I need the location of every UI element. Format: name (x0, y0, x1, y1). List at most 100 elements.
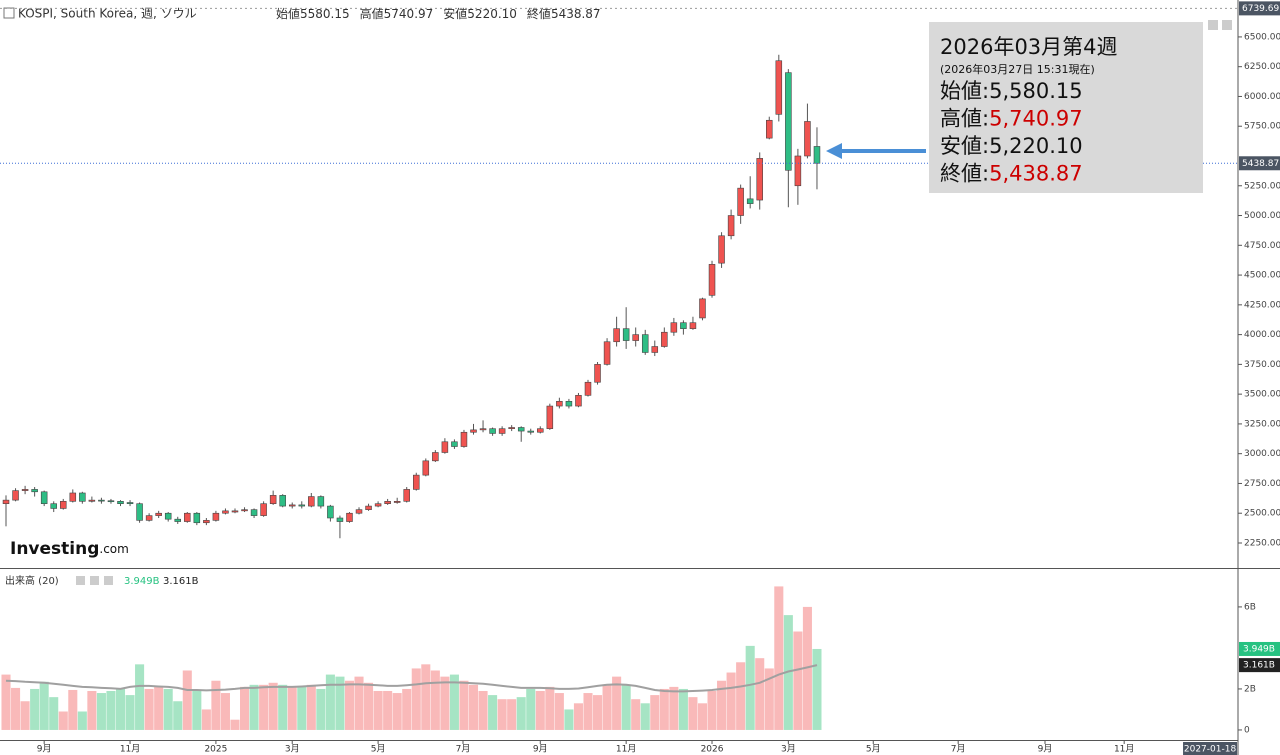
candle-body (575, 395, 582, 407)
candle-body (641, 334, 649, 353)
candle-body (31, 489, 38, 493)
volume-bar (631, 699, 641, 730)
candle-body (164, 512, 172, 520)
volume-bar (745, 645, 755, 730)
y-tick-label: 6B (1244, 602, 1256, 612)
volume-bar (545, 686, 555, 730)
volume-bar (659, 688, 669, 730)
volume-bar (287, 686, 297, 730)
candle-body (661, 331, 668, 347)
volume-bar (621, 684, 631, 730)
x-tick-label: 11月 (1114, 744, 1134, 755)
logo: Investing.com (10, 539, 129, 559)
volume-bar (583, 693, 593, 730)
y-tick-label: 4750.00 (1244, 241, 1280, 251)
volume-bar (125, 695, 135, 730)
x-tick-label: 2025 (204, 745, 227, 755)
x-tick-label: 7月 (951, 744, 966, 755)
volume-bar (650, 695, 660, 730)
volume-bar (593, 695, 603, 730)
candle-body (193, 512, 201, 524)
candle-body (556, 400, 563, 407)
pane-icon[interactable] (1222, 20, 1232, 30)
volume-bar (77, 711, 87, 730)
volume-bar (764, 668, 774, 730)
volume-bar (39, 681, 49, 730)
candle-body (813, 146, 821, 164)
candle-body (470, 429, 477, 433)
volume-bar (573, 703, 583, 730)
last-price-label: 5438.87 (1242, 159, 1279, 169)
candle-body (794, 155, 802, 187)
volume-bar (564, 709, 574, 730)
x-tick-label: 11月 (120, 744, 140, 755)
candle-body (517, 427, 525, 432)
info-value: 5,580.15 (989, 79, 1083, 103)
candle-body (260, 503, 267, 516)
candle-body (98, 499, 105, 502)
crosshair-x-box (1183, 742, 1238, 755)
volume-value-box (1239, 641, 1280, 656)
x-tick-label: 11月 (616, 744, 636, 755)
x-tick-label: 5月 (866, 744, 881, 755)
volume-bar (173, 701, 183, 730)
volume-bar (239, 686, 250, 730)
candle-body (441, 441, 449, 453)
candle-body (689, 322, 697, 329)
y-tick-label: 2250.00 (1244, 538, 1280, 548)
candle-body (413, 474, 420, 490)
volume-bar (192, 690, 202, 730)
info-box (929, 22, 1203, 193)
volume-bar (144, 688, 154, 730)
candle-body (594, 364, 601, 383)
last-price-box (1239, 156, 1280, 171)
ohlc-label: 高値 (360, 6, 384, 21)
candle-body (537, 428, 544, 433)
candle-body (393, 501, 401, 503)
volume-bar (497, 699, 507, 730)
volume-bar (488, 695, 498, 730)
candle-body (250, 509, 258, 516)
candle-body (21, 489, 29, 491)
x-tick-label: 9月 (533, 744, 548, 755)
volume-bar (11, 687, 21, 730)
candle-body (804, 121, 811, 157)
volume-bar (335, 676, 345, 730)
candle-body (88, 499, 96, 502)
volume-bar (602, 684, 612, 730)
volume-bar (154, 686, 164, 730)
volume-icon[interactable] (76, 576, 85, 585)
y-tick-label: 3000.00 (1244, 449, 1280, 459)
candle-body (12, 490, 19, 501)
volume-bar (306, 684, 316, 730)
candle-body (708, 264, 716, 296)
volume-bar (736, 662, 746, 730)
ohlc-value: 5580.15 (300, 7, 350, 21)
collapse-icon[interactable] (3, 7, 15, 19)
volume-bar (259, 684, 269, 730)
volume-icon[interactable] (90, 576, 99, 585)
ohlc-value: 5740.97 (384, 7, 434, 21)
candle-body (498, 428, 506, 434)
info-row: 安値:5,220.10 (940, 134, 1083, 158)
header-ohlc: 始値5580.15 高値5740.97 安値5220.10 終値5438.87 (276, 6, 601, 21)
volume-icon[interactable] (104, 576, 113, 585)
volume-bar (96, 693, 106, 730)
y-tick-label: 3250.00 (1244, 419, 1280, 429)
candle-body (460, 431, 468, 447)
volume-bar (421, 664, 431, 730)
volume-bar (802, 606, 812, 730)
pane-icon[interactable] (1208, 20, 1218, 30)
candle-body (212, 512, 220, 521)
volume-bar (526, 688, 536, 730)
y-tick-label: 2B (1244, 684, 1256, 694)
info-value: 5,220.10 (989, 134, 1083, 158)
volume-bar (678, 688, 688, 730)
y-tick-label: 5000.00 (1244, 211, 1280, 221)
candle-body (40, 491, 48, 504)
info-value: 5,740.97 (989, 107, 1083, 131)
candle-body (374, 503, 382, 507)
candle-body (527, 430, 535, 433)
candle-body (126, 502, 134, 504)
